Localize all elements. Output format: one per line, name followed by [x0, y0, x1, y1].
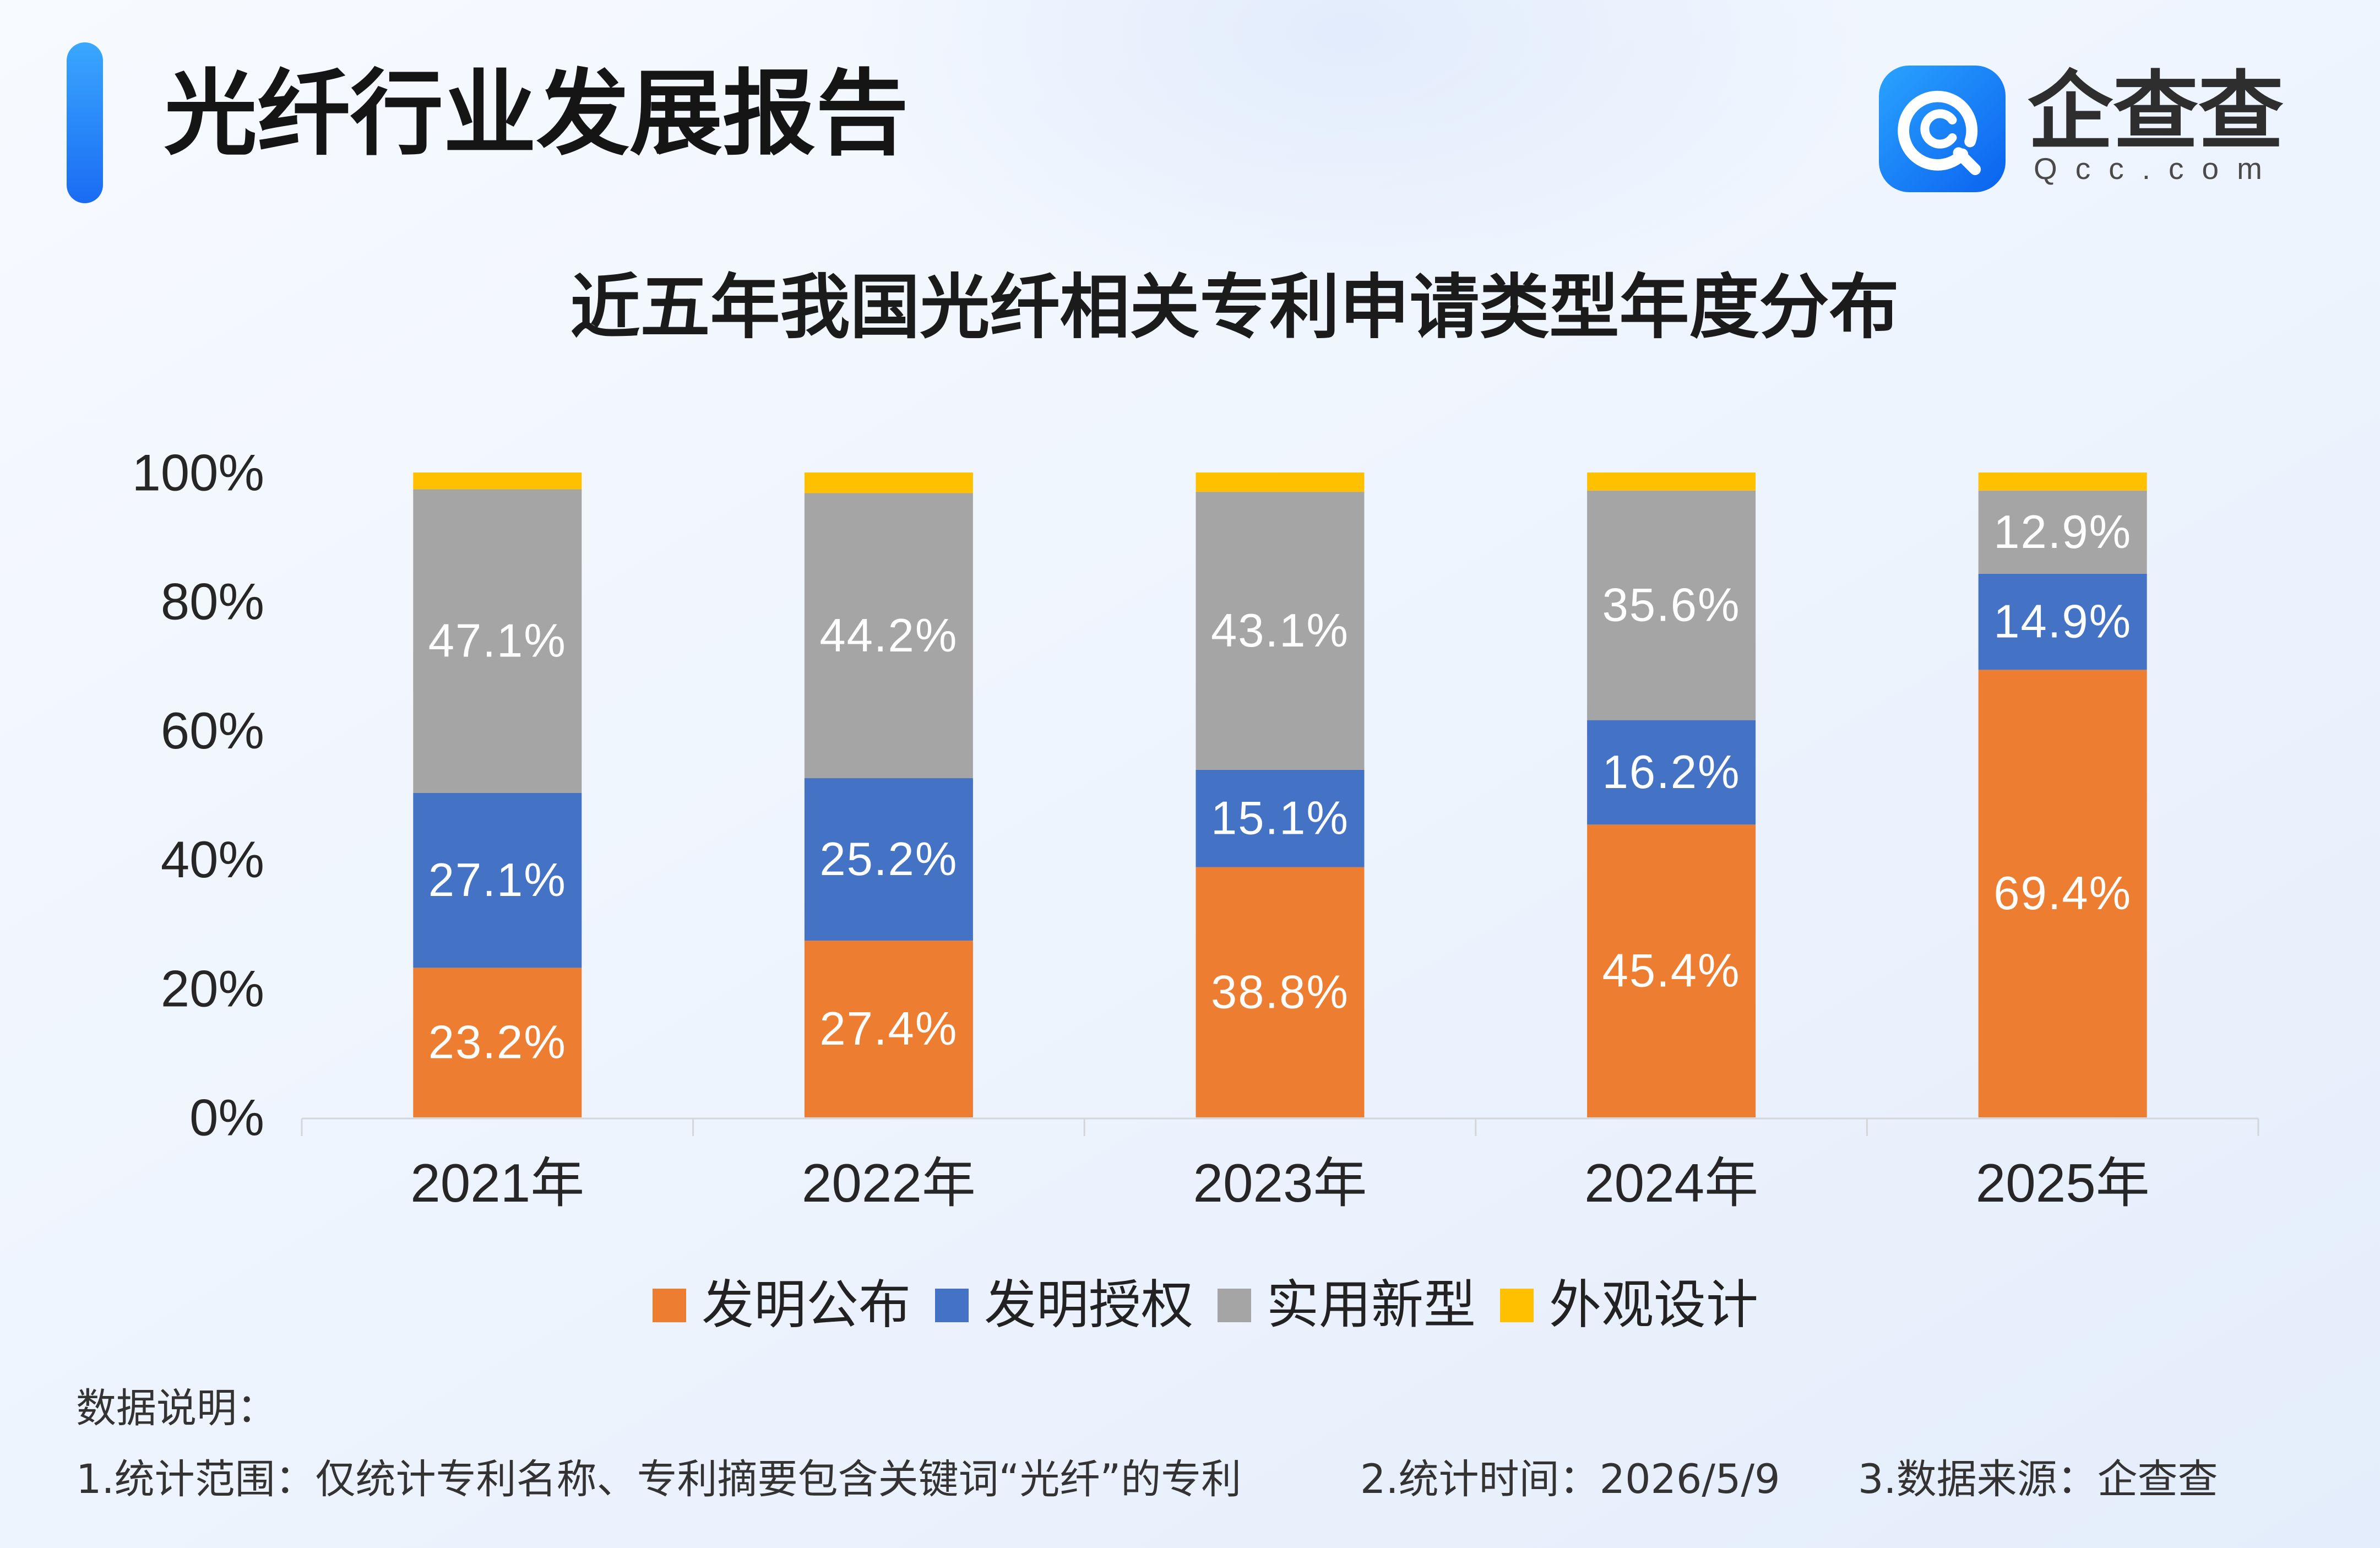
data-label-s1-c4: 45.4% — [1602, 945, 1741, 997]
notes-heading: 数据说明： — [76, 1385, 277, 1432]
legend-label: 外观设计 — [1549, 1274, 1759, 1335]
x-tick-label: 2023年 — [1193, 1153, 1367, 1213]
bar-segment-s4-c1 — [413, 472, 582, 490]
bar-segment-s1-c5 — [1978, 670, 2147, 1117]
bar-segment-s4-c4 — [1587, 472, 1756, 491]
x-tick-label: 2021年 — [410, 1153, 584, 1213]
bar-segment-s3-c1 — [413, 489, 582, 793]
legend-swatch-yellow — [1500, 1288, 1534, 1322]
bar-segment-s1-c3 — [1196, 867, 1365, 1117]
legend-label: 发明授权 — [984, 1274, 1194, 1335]
title-accent-bar — [67, 42, 103, 203]
legend-swatch-gray — [1218, 1288, 1252, 1322]
logo-domain: Qcc.com — [2034, 151, 2280, 186]
qcc-logo-icon — [1879, 66, 2006, 192]
data-label-s3-c5: 12.9% — [1993, 506, 2132, 558]
x-tick-label: 2022年 — [802, 1153, 976, 1213]
stacked-bar-chart: 0% 20% 40% 60% 80% 100% 23.2% 27.1% 47.1% 2021年 27… — [132, 444, 2259, 1213]
bar-segment-s2-c3 — [1196, 769, 1365, 867]
page-title: 光纤行业发展报告 — [164, 59, 909, 168]
y-tick-label: 60% — [161, 702, 264, 759]
data-label-s2-c4: 16.2% — [1602, 746, 1741, 799]
y-tick-label: 100% — [132, 444, 264, 502]
y-tick-label: 80% — [161, 573, 264, 631]
legend-swatch-blue — [935, 1288, 969, 1322]
note-date: 2.统计时间：2026/5/9 — [1360, 1456, 1780, 1503]
chart-legend: 发明公布 发明授权 实用新型 外观设计 — [653, 1274, 1783, 1337]
y-tick-label: 0% — [189, 1089, 264, 1147]
note-scope: 1.统计范围：仅统计专利名称、专利摘要包含关键词“光纤”的专利 — [76, 1456, 1242, 1503]
bar-segment-s3-c3 — [1196, 492, 1365, 770]
bar-segment-s2-c1 — [413, 792, 582, 968]
y-tick-label: 40% — [161, 830, 264, 888]
bar-segment-s4-c3 — [1196, 472, 1365, 492]
bar-segment-s2-c4 — [1587, 720, 1756, 825]
legend-item: 发明公布 — [653, 1279, 911, 1332]
data-label-s2-c2: 25.2% — [819, 833, 958, 886]
legend-label: 实用新型 — [1267, 1274, 1476, 1335]
note-source: 3.数据来源：企查查 — [1858, 1456, 2218, 1503]
legend-item: 实用新型 — [1218, 1279, 1476, 1332]
legend-item: 发明授权 — [935, 1279, 1193, 1332]
x-tick-label: 2025年 — [1976, 1153, 2150, 1213]
data-label-s3-c4: 35.6% — [1602, 579, 1741, 632]
chart-title: 近五年我国光纤相关专利申请类型年度分布 — [570, 267, 1899, 348]
bar-segment-s3-c5 — [1978, 490, 2147, 574]
x-tick-label: 2024年 — [1584, 1153, 1758, 1213]
bar-segment-s4-c2 — [804, 472, 973, 493]
legend-swatch-orange — [653, 1288, 686, 1322]
bar-segment-s1-c4 — [1587, 824, 1756, 1117]
data-label-s3-c3: 43.1% — [1211, 605, 1349, 657]
data-label-s3-c2: 44.2% — [819, 610, 958, 662]
bar-segment-s3-c2 — [804, 493, 973, 779]
bar-segment-s2-c2 — [804, 778, 973, 941]
data-label-s1-c2: 27.4% — [819, 1003, 958, 1055]
bar-segment-s3-c4 — [1587, 490, 1756, 720]
data-label-s1-c3: 38.8% — [1211, 966, 1349, 1018]
legend-label: 发明公布 — [702, 1274, 911, 1335]
y-tick-label: 20% — [161, 959, 264, 1017]
data-label-s2-c5: 14.9% — [1993, 596, 2132, 648]
bar-segment-s1-c1 — [413, 968, 582, 1117]
data-label-s2-c3: 15.1% — [1211, 792, 1349, 845]
data-label-s1-c5: 69.4% — [1993, 867, 2132, 920]
bar-segment-s2-c5 — [1978, 573, 2147, 670]
legend-item: 外观设计 — [1500, 1279, 1758, 1332]
data-label-s3-c1: 47.1% — [428, 615, 567, 667]
data-label-s1-c1: 23.2% — [428, 1017, 567, 1069]
bar-segment-s1-c2 — [804, 941, 973, 1117]
data-label-s2-c1: 27.1% — [428, 854, 567, 906]
logo-wordmark: 企查查 — [2028, 62, 2284, 161]
bar-segment-s4-c5 — [1978, 472, 2147, 491]
